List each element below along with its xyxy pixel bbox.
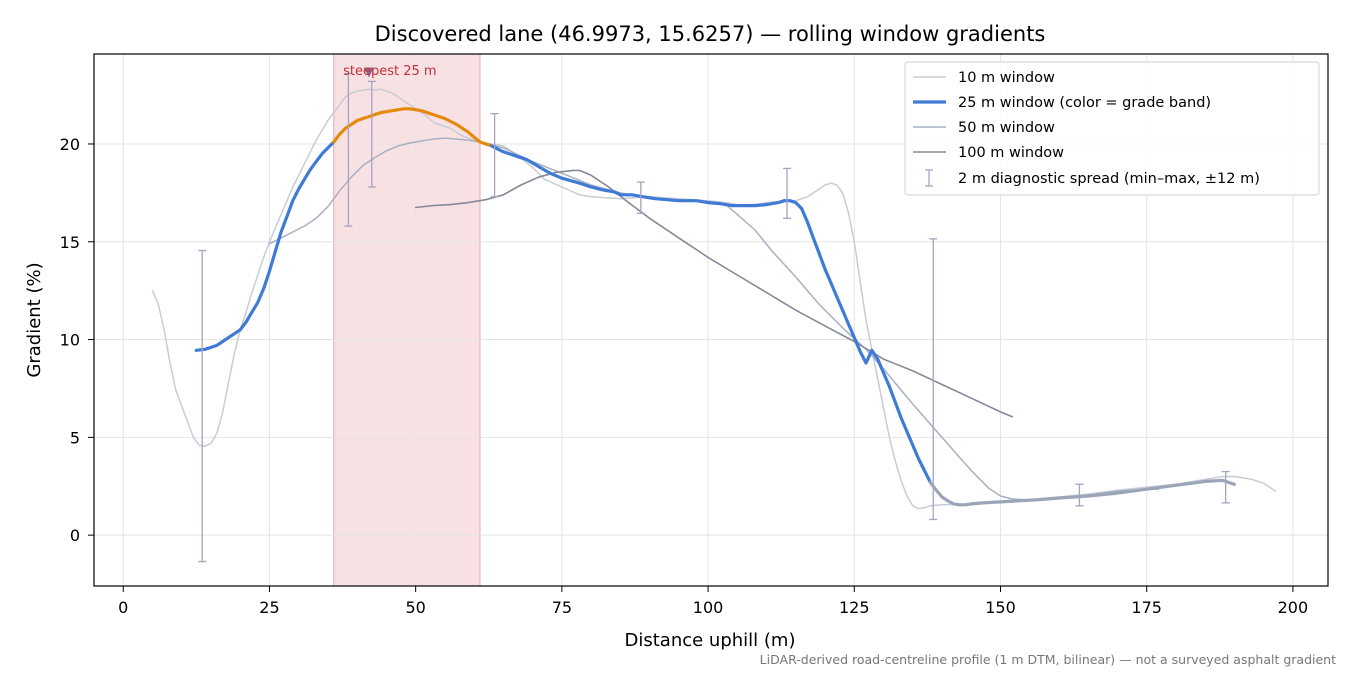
y-tick-label: 20 <box>60 135 80 154</box>
series-line-25m-segment <box>332 107 494 148</box>
series-line-25m-segment <box>928 478 1236 507</box>
legend-box <box>904 61 1320 196</box>
footnote: LiDAR-derived road-centreline profile (1… <box>760 652 1336 667</box>
y-axis-ticks: 0 5 10 15 20 <box>60 135 94 545</box>
steepest-marker <box>363 67 374 78</box>
legend-label-25m: 25 m window (color = grade band) <box>958 95 1211 111</box>
spread-bar <box>1075 483 1084 507</box>
marker-layer <box>363 67 374 78</box>
legend: 10 m window 25 m window (color = grade b… <box>904 61 1320 196</box>
x-axis-label: Distance uphill (m) <box>625 630 796 651</box>
y-tick-label: 10 <box>60 331 80 350</box>
spread-bar <box>344 72 353 227</box>
x-axis-ticks: 0 25 50 75 100 125 150 175 200 <box>118 586 1308 617</box>
y-tick-label: 5 <box>70 428 80 447</box>
series-line-0 <box>151 88 1277 510</box>
series-line-25m-segment <box>490 144 932 484</box>
spread-bar <box>783 167 792 219</box>
legend-label-100m: 100 m window <box>958 145 1064 161</box>
series-lines <box>151 88 1277 510</box>
x-tick-label: 100 <box>693 598 724 617</box>
x-tick-label: 125 <box>839 598 870 617</box>
spread-bar <box>636 181 645 215</box>
chart-title: Discovered lane (46.9973, 15.6257) — rol… <box>375 22 1046 46</box>
legend-label-50m: 50 m window <box>958 120 1055 136</box>
legend-swatch-spread <box>925 169 933 187</box>
spread-bar <box>1221 470 1230 504</box>
x-tick-label: 175 <box>1131 598 1162 617</box>
x-tick-label: 50 <box>405 598 425 617</box>
series-line-25m-segment <box>194 140 336 352</box>
x-tick-label: 75 <box>552 598 572 617</box>
x-tick-label: 150 <box>985 598 1016 617</box>
axes-frame <box>93 53 1329 587</box>
y-tick-label: 0 <box>70 526 80 545</box>
spread-bar <box>198 249 207 563</box>
y-axis-label: Gradient (%) <box>24 262 45 377</box>
spread-bar <box>929 238 938 521</box>
spread-bar <box>490 113 499 198</box>
spread-bar <box>367 80 376 188</box>
steepest-window-highlight <box>333 53 481 587</box>
steepest-window-label: steepest 25 m <box>343 64 436 79</box>
plot-area <box>93 53 1329 587</box>
x-tick-label: 200 <box>1278 598 1309 617</box>
legend-label-spread: 2 m diagnostic spread (min–max, ±12 m) <box>958 171 1260 187</box>
legend-label-10m: 10 m window <box>958 70 1055 86</box>
x-tick-label: 25 <box>259 598 279 617</box>
x-tick-label: 0 <box>118 598 128 617</box>
y-tick-label: 15 <box>60 233 80 252</box>
diagnostic-spread-bars <box>198 72 1230 563</box>
